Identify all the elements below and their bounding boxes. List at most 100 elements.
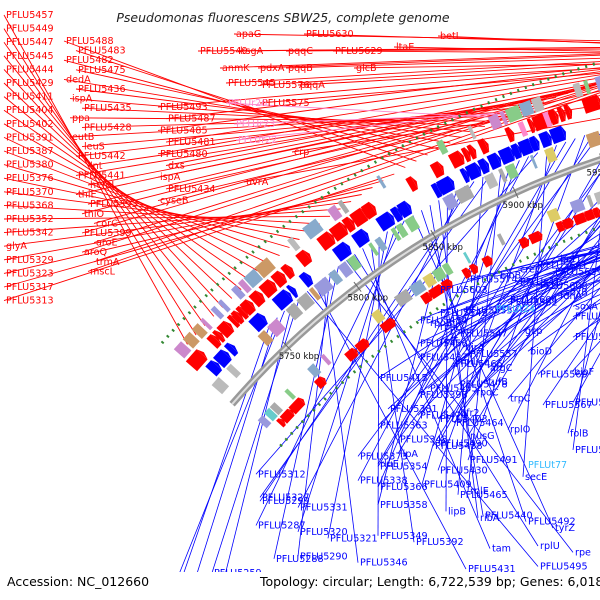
gene-label: PFLU5313 [6,296,54,307]
gene-feature [555,220,565,233]
gene-arrow [359,207,369,221]
gene-label: tyrZ [555,523,575,534]
gene-feature [286,284,299,299]
label-leader [437,145,557,471]
gene-label: thiO [84,209,105,220]
gene-label: PFLU5545 [228,78,276,89]
gene-feature [461,267,471,279]
gene-feature [211,377,230,395]
label-leader [3,201,352,247]
gene-feature [368,242,380,256]
gene-arrow [211,360,223,371]
label-leader [412,215,554,529]
gene-feature [296,292,315,311]
gene-feature [583,79,592,95]
gene-label: anmK [222,63,250,74]
gene-feature [454,184,475,204]
label-leader [427,247,600,389]
gene-label: rplU [540,541,560,552]
gene-arrow [473,263,479,273]
label-leader [177,310,285,577]
label-leader [3,69,224,308]
gene-arrow [326,231,336,244]
gene-arrow [560,106,566,121]
gene-label: PFLU5604 [510,295,558,306]
gene-label: PFLU5431 [468,564,516,575]
gene-feature [344,347,359,362]
gene-feature [223,342,239,357]
gene-label: PFLU5404 [6,105,54,116]
gene-label: PFLU5575 [262,98,310,109]
gene-arrow [560,125,566,140]
label-leader [297,67,600,86]
gene-feature [477,158,490,175]
gene-label: rpoB [430,318,453,329]
label-leader [3,208,341,234]
label-leader [3,204,320,225]
label-leader [211,297,300,574]
label-leader [467,273,600,355]
gene-arrow [361,228,370,241]
gene-feature [544,146,558,164]
label-leader [377,160,520,488]
gene-arrow [524,236,530,246]
gene-label: PFLU5376 [6,173,54,184]
gene-feature [226,314,241,329]
gene-feature [205,360,223,377]
gene-feature [389,206,404,223]
gene-arrow [538,230,543,240]
label-leader [427,254,600,324]
label-leader [157,77,600,155]
label-leader [165,74,600,143]
gene-feature [313,376,327,390]
gene-feature [173,341,192,359]
label-leader [507,269,600,303]
gene-feature [264,407,278,422]
gene-feature [499,110,509,126]
gene-label: PFLU5368 [6,200,54,211]
gene-label: PFLU5327 [262,492,310,503]
gene-label: PFLU5438 [435,441,483,452]
gene-label: PFLU5567 [545,400,593,411]
gene-feature [529,154,538,169]
gene-feature [496,233,506,246]
gene-feature [585,130,600,149]
gene-arrow [277,270,288,282]
label-leader [445,195,448,512]
gene-feature [237,278,252,294]
genome-rings [160,60,600,448]
gene-feature [279,408,295,424]
genome-title: Pseudomonas fluorescens SBW25, complete … [116,10,450,25]
label-leader [157,85,600,178]
gene-arrow [438,284,445,293]
gene-feature [271,289,294,311]
gene-label: PFLU5466 [455,359,503,370]
label-leader [87,92,600,272]
gene-arrow [569,217,574,227]
gene-feature [487,113,503,131]
gene-label: PFLU5370 [6,187,54,198]
gene-feature [510,143,522,160]
gene-arrow [298,397,306,405]
gene-arrow [447,278,453,288]
label-leader [75,50,417,162]
label-leader [362,248,491,549]
gene-arrow [238,305,249,317]
label-leader [473,265,600,393]
label-leader [467,246,600,280]
gene-label: PFLU5392 [416,537,464,548]
gene-label: PFLU5437 [420,353,468,364]
gene-arrow [508,126,515,141]
gene-feature [328,221,349,242]
gene-label: dedA [66,74,91,85]
gene-label: PFLU5487 [168,114,216,125]
gene-arrow [288,284,299,297]
gene-label: secE [525,472,547,483]
gene-label: PFLU5483 [78,46,126,57]
gene-label: ltaE [396,42,414,53]
label-leader [437,254,600,314]
genome-summary-text: Topology: circular; Length: 6,722,539 bp… [259,574,600,589]
gene-feature [420,291,433,305]
gene-label: dxs [168,161,185,172]
gene-label: PFLU5562 [510,298,558,309]
